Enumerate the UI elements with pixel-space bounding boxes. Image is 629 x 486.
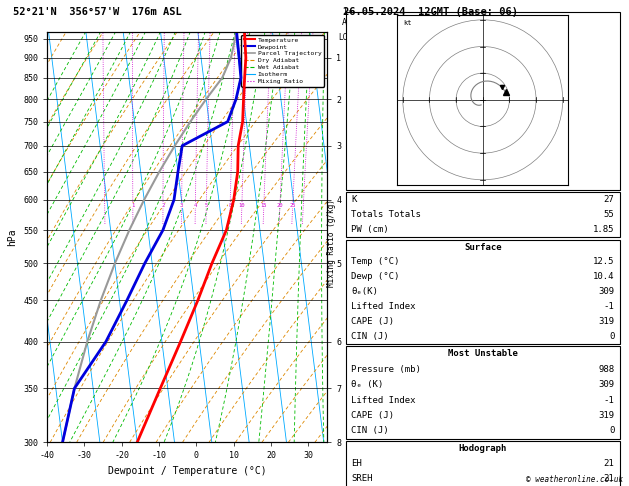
Text: Surface: Surface (464, 243, 501, 252)
Y-axis label: hPa: hPa (8, 228, 18, 246)
Text: 21: 21 (604, 474, 615, 484)
Text: 0: 0 (609, 426, 615, 435)
Text: Mixing Ratio (g/kg): Mixing Ratio (g/kg) (327, 199, 336, 287)
Text: CAPE (J): CAPE (J) (351, 411, 394, 420)
Text: SREH: SREH (351, 474, 373, 484)
Text: Hodograph: Hodograph (459, 444, 507, 453)
Text: θₑ (K): θₑ (K) (351, 380, 384, 389)
Text: -1: -1 (604, 396, 615, 405)
Text: -1: -1 (604, 302, 615, 311)
FancyBboxPatch shape (345, 192, 620, 237)
Text: km
ASL: km ASL (342, 8, 357, 28)
Text: 1.85: 1.85 (593, 225, 615, 234)
FancyBboxPatch shape (345, 441, 620, 486)
Text: PW (cm): PW (cm) (351, 225, 389, 234)
Text: 988: 988 (598, 365, 615, 374)
Text: Lifted Index: Lifted Index (351, 396, 416, 405)
Text: 4: 4 (194, 203, 197, 208)
Text: Dewp (°C): Dewp (°C) (351, 272, 399, 281)
Text: 20: 20 (277, 203, 283, 208)
Text: EH: EH (351, 459, 362, 468)
Text: 27: 27 (604, 195, 615, 204)
Text: 10.4: 10.4 (593, 272, 615, 281)
Text: 55: 55 (604, 210, 615, 219)
Text: 309: 309 (598, 287, 615, 296)
Text: 12.5: 12.5 (593, 258, 615, 266)
Text: 8: 8 (228, 203, 231, 208)
Text: 2: 2 (162, 203, 165, 208)
Text: K: K (351, 195, 357, 204)
Text: 319: 319 (598, 317, 615, 326)
Text: 15: 15 (260, 203, 267, 208)
X-axis label: Dewpoint / Temperature (°C): Dewpoint / Temperature (°C) (108, 466, 267, 476)
Text: 0: 0 (609, 332, 615, 341)
Text: Lifted Index: Lifted Index (351, 302, 416, 311)
Text: Temp (°C): Temp (°C) (351, 258, 399, 266)
Text: Pressure (mb): Pressure (mb) (351, 365, 421, 374)
Text: 3: 3 (180, 203, 183, 208)
Text: 1: 1 (131, 203, 135, 208)
Text: 21: 21 (604, 459, 615, 468)
Text: Totals Totals: Totals Totals (351, 210, 421, 219)
Text: CAPE (J): CAPE (J) (351, 317, 394, 326)
Text: CIN (J): CIN (J) (351, 426, 389, 435)
Text: CIN (J): CIN (J) (351, 332, 389, 341)
Text: θₑ(K): θₑ(K) (351, 287, 378, 296)
Text: LCL: LCL (338, 33, 352, 41)
FancyBboxPatch shape (345, 12, 620, 190)
Text: Most Unstable: Most Unstable (448, 349, 518, 358)
FancyBboxPatch shape (345, 240, 620, 344)
FancyBboxPatch shape (345, 346, 620, 438)
Text: 5: 5 (204, 203, 208, 208)
Text: 25: 25 (289, 203, 296, 208)
Text: 319: 319 (598, 411, 615, 420)
Legend: Temperature, Dewpoint, Parcel Trajectory, Dry Adiabat, Wet Adiabat, Isotherm, Mi: Temperature, Dewpoint, Parcel Trajectory… (242, 35, 324, 87)
Text: 26.05.2024  12GMT (Base: 06): 26.05.2024 12GMT (Base: 06) (343, 7, 518, 17)
Text: 52°21'N  356°57'W  176m ASL: 52°21'N 356°57'W 176m ASL (13, 7, 181, 17)
Text: 309: 309 (598, 380, 615, 389)
Text: 10: 10 (238, 203, 245, 208)
Text: © weatheronline.co.uk: © weatheronline.co.uk (526, 474, 623, 484)
